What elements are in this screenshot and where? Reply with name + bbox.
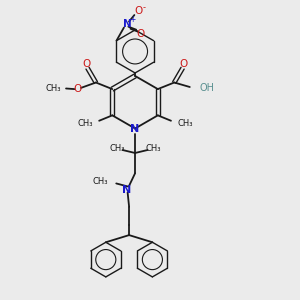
Text: CH₃: CH₃	[92, 177, 108, 186]
Text: -: -	[143, 3, 146, 12]
Text: CH₃: CH₃	[145, 144, 161, 153]
Text: CH₃: CH₃	[110, 144, 125, 153]
Text: O: O	[83, 59, 91, 69]
Text: CH₃: CH₃	[77, 119, 93, 128]
Text: N: N	[122, 185, 132, 195]
Text: CH₃: CH₃	[45, 84, 61, 93]
Text: CH₃: CH₃	[178, 119, 193, 128]
Text: N: N	[122, 19, 131, 29]
Text: O: O	[136, 29, 145, 39]
Text: O: O	[179, 59, 187, 69]
Text: +: +	[129, 15, 135, 24]
Text: O: O	[134, 6, 142, 16]
Text: O: O	[73, 84, 81, 94]
Text: N: N	[130, 124, 140, 134]
Text: OH: OH	[199, 82, 214, 93]
